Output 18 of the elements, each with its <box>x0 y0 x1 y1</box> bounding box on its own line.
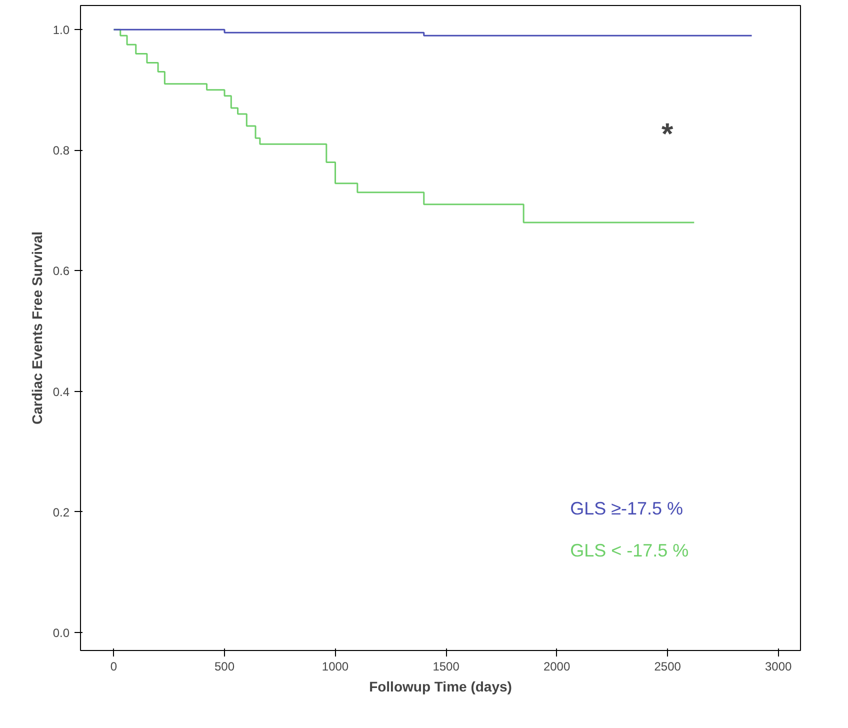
y-tick-label: 0.6 <box>52 264 70 278</box>
x-tick-label: 2000 <box>543 660 570 674</box>
x-axis-title: Followup Time (days) <box>369 678 512 694</box>
x-tick-label: 3000 <box>765 660 792 674</box>
y-tick-label: 1.0 <box>52 23 70 38</box>
text: GLS < -17.5 % <box>570 540 689 561</box>
x-tick-label: 2500 <box>654 660 682 674</box>
y-axis-title: Cardiac Events Free Survival <box>28 231 45 424</box>
annotation: * <box>661 118 674 151</box>
y-tick-label: 0.2 <box>52 505 70 520</box>
y-tick-label: 0.0 <box>52 626 70 640</box>
x-tick-label: 1000 <box>322 660 349 674</box>
text: GLS ≥-17.5 % <box>570 498 684 519</box>
y-tick-label: 0.4 <box>52 384 70 399</box>
x-tick-label: 0 <box>110 660 118 674</box>
x-tick-label: 500 <box>214 660 235 674</box>
x-tick-label: 1500 <box>432 660 460 674</box>
y-tick-label: 0.8 <box>52 144 70 158</box>
